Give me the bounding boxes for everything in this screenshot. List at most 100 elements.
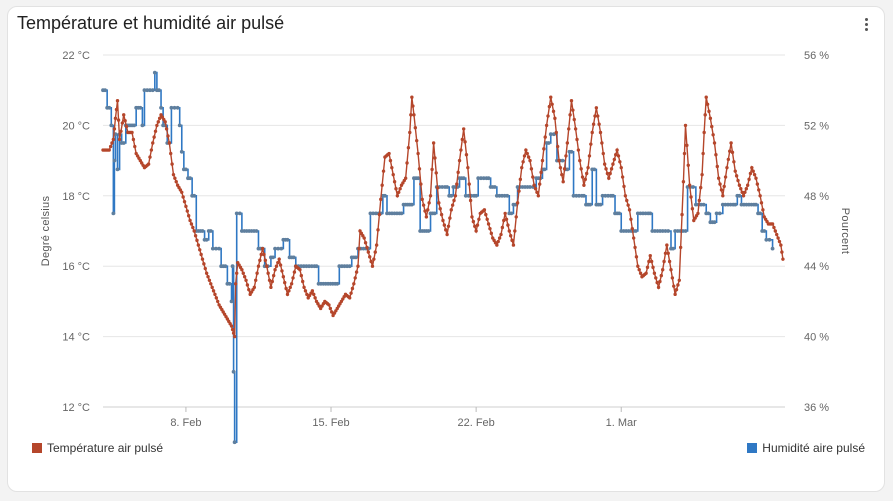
temperature-point: [173, 176, 177, 180]
temperature-point: [242, 275, 247, 279]
humidity-point: [461, 176, 466, 181]
temperature-point: [520, 165, 524, 170]
temperature-point: [750, 165, 754, 170]
temperature-point: [437, 201, 441, 205]
temperature-point: [733, 169, 737, 173]
temperature-point: [743, 190, 747, 194]
temperature-point: [497, 236, 502, 240]
temperature-point: [430, 167, 434, 172]
humidity-point: [416, 176, 420, 181]
temperature-point: [210, 285, 214, 290]
humidity-point: [157, 88, 161, 93]
temperature-point: [258, 258, 262, 263]
humidity-point: [383, 193, 387, 198]
temperature-point: [209, 282, 213, 286]
temperature-point: [600, 141, 604, 145]
temperature-point: [260, 246, 265, 251]
legend-item-humidity[interactable]: Humidité aire pulsé: [747, 441, 865, 455]
temperature-point: [372, 257, 376, 261]
humidity-point: [353, 255, 358, 260]
humidity-point: [666, 229, 671, 233]
temperature-point: [438, 207, 442, 211]
temperature-point: [554, 130, 558, 135]
temperature-point: [424, 215, 429, 219]
temperature-point: [604, 167, 608, 171]
temperature-point: [539, 170, 543, 175]
temperature-point: [461, 127, 466, 131]
y-right-tick-label: 44 %: [804, 261, 829, 273]
temperature-point: [394, 187, 398, 191]
x-tick-label: 1. Mar: [606, 417, 638, 429]
y-left-tick-label: 14 °C: [62, 332, 90, 344]
humidity-point: [481, 176, 486, 181]
temperature-point: [751, 169, 755, 173]
temperature-point: [725, 165, 729, 170]
temperature-point: [587, 154, 592, 158]
temperature-point: [631, 236, 636, 240]
temperature-point: [259, 252, 263, 257]
temperature-point: [755, 182, 760, 186]
temperature-point: [376, 228, 380, 232]
temperature-point: [184, 204, 188, 209]
temperature-point: [452, 198, 456, 203]
temperature-point: [174, 180, 178, 184]
temperature-point: [363, 241, 368, 245]
temperature-point: [470, 215, 474, 219]
temperature-point: [602, 162, 607, 166]
temperature-point: [752, 172, 757, 177]
temperature-point: [508, 233, 513, 238]
temperature-point: [696, 211, 700, 216]
temperature-point: [700, 172, 704, 177]
humidity-point: [285, 237, 290, 242]
temperature-point: [482, 208, 487, 212]
humidity-point: [112, 158, 117, 163]
temperature-point: [513, 229, 517, 233]
humidity-point: [617, 211, 622, 216]
humidity-point: [179, 149, 184, 154]
humidity-point: [737, 193, 742, 198]
humidity-point: [299, 264, 304, 269]
temperature-point: [593, 114, 597, 118]
temperature-point: [521, 160, 525, 164]
temperature-point: [204, 271, 209, 275]
temperature-point: [241, 271, 245, 275]
card-title: Température et humidité air pulsé: [17, 13, 285, 33]
temperature-point: [107, 148, 111, 152]
humidity-point: [598, 202, 603, 207]
temperature-point: [572, 117, 576, 122]
humidity-point: [210, 246, 215, 251]
temperature-point: [273, 268, 277, 272]
temperature-point: [130, 130, 134, 135]
temperature-point: [655, 280, 659, 285]
temperature-point: [734, 174, 739, 178]
legend-item-temperature[interactable]: Température air pulsé: [32, 441, 163, 455]
humidity-point: [588, 202, 593, 207]
temperature-point: [648, 253, 652, 258]
temperature-point: [233, 282, 238, 286]
humidity-point: [374, 211, 378, 216]
humidity-point: [140, 123, 145, 128]
temperature-point: [486, 222, 491, 226]
temperature-point: [485, 217, 489, 221]
more-options-icon[interactable]: [858, 15, 874, 33]
temperature-point: [431, 141, 436, 145]
temperature-point: [543, 135, 547, 139]
humidity-point: [234, 211, 239, 216]
humidity-point: [230, 264, 235, 269]
temperature-point: [626, 203, 630, 207]
temperature-point: [157, 116, 162, 121]
temperature-point: [729, 141, 733, 145]
humidity-point: [177, 123, 182, 128]
temperature-point: [271, 273, 276, 278]
temperature-point: [423, 209, 427, 213]
temperature-point: [580, 175, 585, 179]
temperature-point: [186, 214, 191, 218]
temperature-point: [395, 194, 400, 198]
temperature-point: [368, 255, 372, 259]
temperature-point: [601, 151, 605, 156]
humidity-point: [542, 167, 547, 172]
temperature-point: [776, 236, 780, 240]
temperature-point: [124, 124, 129, 129]
legend-label-humidity: Humidité aire pulsé: [762, 441, 865, 455]
